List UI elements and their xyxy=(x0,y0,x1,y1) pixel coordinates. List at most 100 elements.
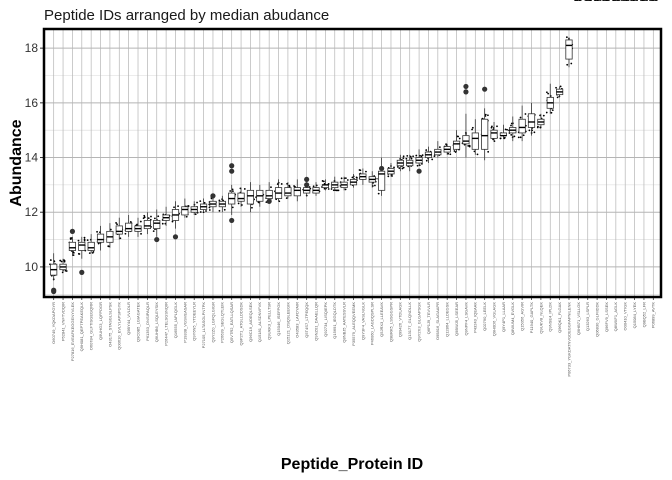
outlier-point xyxy=(154,236,160,243)
data-point xyxy=(484,113,487,116)
x-tick-label: Q9H0D6_VGLAGK xyxy=(491,302,496,337)
x-tick-label: P26639_SEGLQTLEIK xyxy=(220,302,225,343)
data-point xyxy=(59,259,62,262)
data-point xyxy=(285,197,288,200)
data-point xyxy=(351,176,354,179)
data-point xyxy=(177,205,179,208)
data-point xyxy=(406,155,409,157)
x-tick-label: Q9Y2Z0_LGFQLGIGR xyxy=(210,302,215,343)
x-tick-label: Q9BY44_VVLDLR xyxy=(126,302,131,335)
x-tick-label: Q00610_EVLYLAPSPGYK xyxy=(117,302,122,350)
x-axis: O60749_YQKDAPGYR P62841_VNFTVDQIR P27816_E… xyxy=(51,297,656,377)
x-tick-label: Q9P2T1_ATGLLDDSDK xyxy=(238,302,243,346)
x-tick-label: Q9C0B5_LGIAGATEK xyxy=(135,302,140,342)
data-point xyxy=(547,92,550,95)
box xyxy=(452,140,461,150)
data-point xyxy=(545,111,548,114)
data-point xyxy=(203,201,206,204)
box-group xyxy=(602,0,610,1)
outlier-point xyxy=(172,234,179,240)
data-point xyxy=(504,128,507,131)
box xyxy=(462,135,470,145)
data-point xyxy=(519,116,522,119)
data-point xyxy=(522,134,525,137)
box xyxy=(237,192,245,202)
data-point xyxy=(438,146,441,149)
box-group xyxy=(77,236,87,275)
outlier-point xyxy=(266,198,272,204)
box xyxy=(490,129,498,139)
data-point xyxy=(344,177,347,179)
box-group xyxy=(480,86,490,161)
x-tick-label: O60784_GLFTISGEGQRR xyxy=(89,302,94,350)
data-point xyxy=(116,223,118,226)
box xyxy=(68,241,77,251)
x-tick-label: Q9Y6N5_YTDEEYLR xyxy=(192,302,197,341)
data-point xyxy=(97,242,100,245)
x-tick-label: Q8WXF1_AGLK xyxy=(613,302,618,332)
data-point xyxy=(570,62,573,65)
data-point xyxy=(565,36,568,39)
data-point xyxy=(405,157,408,160)
box-group xyxy=(377,157,386,196)
data-point xyxy=(147,217,150,220)
box xyxy=(96,233,105,243)
data-point xyxy=(208,209,211,211)
box-group xyxy=(142,212,152,235)
data-point xyxy=(412,155,415,158)
box-group xyxy=(490,121,498,143)
data-point xyxy=(533,131,536,134)
data-point xyxy=(499,137,502,140)
x-tick-label: Q9UHG3_LQFPDGR xyxy=(98,302,103,340)
data-point xyxy=(92,250,95,253)
data-point xyxy=(119,237,122,240)
data-point xyxy=(49,259,52,261)
data-point xyxy=(402,155,405,158)
x-tick-label: Q16555_IAPLQGLK xyxy=(173,302,178,339)
x-tick-label: Q9UHB6_LSQLEYSIK xyxy=(154,302,159,343)
x-tick-label: Q9HB71_VSLLGK xyxy=(576,302,581,335)
box-group xyxy=(461,83,471,158)
box-group xyxy=(339,176,349,191)
data-point xyxy=(618,0,621,1)
data-point xyxy=(415,154,418,157)
box-group xyxy=(330,176,340,192)
outlier-point xyxy=(229,217,235,224)
y-tick-label: 18 xyxy=(25,41,39,55)
box-group xyxy=(545,83,554,114)
box-group xyxy=(237,187,246,207)
x-tick-label: P62841_VNFTVDQIR xyxy=(60,302,65,341)
data-point xyxy=(83,236,86,239)
data-point xyxy=(218,209,221,212)
data-point xyxy=(471,126,474,129)
x-tick-label: Q96C19_AIDEQLSEK xyxy=(248,302,253,342)
data-point xyxy=(173,206,175,209)
x-tick-label: Q9Y2X3_GLGAPSGK xyxy=(416,302,421,342)
x-tick-label: Q15046_ISEFPGK xyxy=(276,302,281,336)
data-point xyxy=(416,164,419,167)
x-tick-label: P35579_ALEQQVEEMK xyxy=(351,302,356,346)
outlier-point xyxy=(463,83,469,90)
data-point xyxy=(496,125,498,128)
data-point xyxy=(391,175,393,177)
box xyxy=(565,39,573,60)
x-tick-label: Q6P1J9_TEVVLR xyxy=(426,302,431,334)
data-point xyxy=(453,150,456,152)
box xyxy=(87,241,95,251)
box-group xyxy=(612,0,621,1)
data-point xyxy=(458,137,461,140)
data-point xyxy=(77,252,80,255)
plot-frame xyxy=(42,27,663,299)
data-point xyxy=(419,154,421,157)
data-point xyxy=(109,228,112,231)
data-point xyxy=(344,188,347,191)
data-point xyxy=(487,150,490,153)
box-group xyxy=(508,116,517,142)
outlier-point xyxy=(304,182,310,188)
x-tick-label: Q15691_IEGQLDTK xyxy=(332,302,337,339)
data-point xyxy=(387,175,390,178)
x-tick-label: Q9NSE4_IPLDK xyxy=(548,302,553,332)
box-group xyxy=(424,146,434,163)
box xyxy=(518,118,526,134)
data-point xyxy=(550,111,553,114)
